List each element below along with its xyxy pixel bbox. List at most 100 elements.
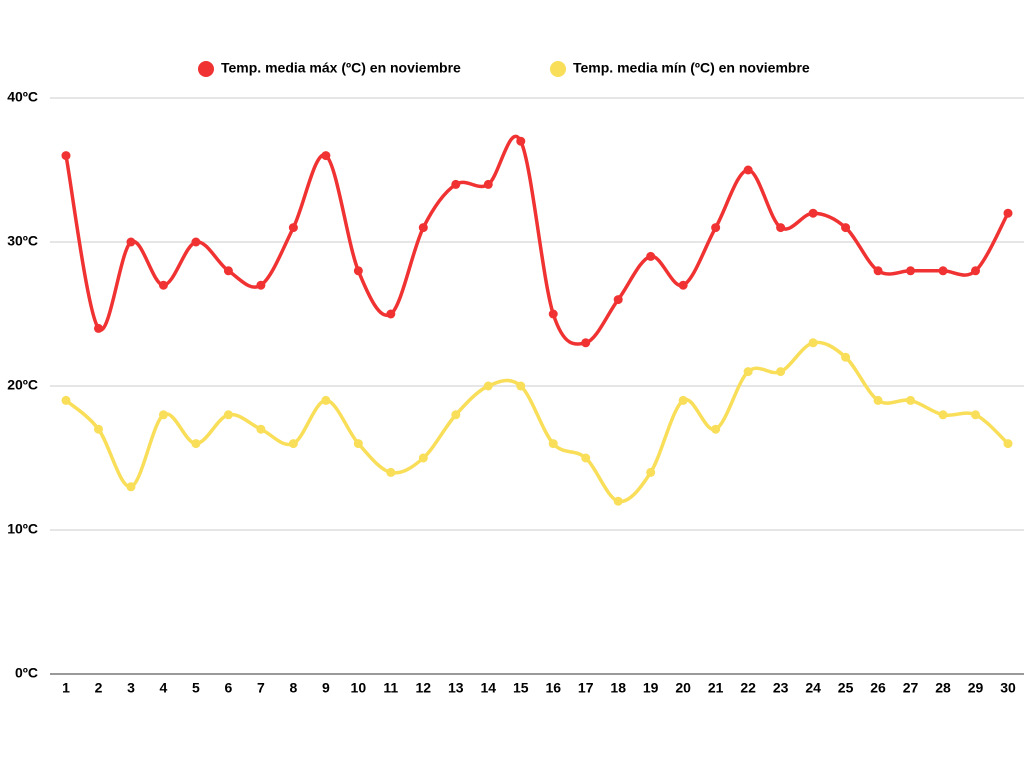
data-point — [613, 496, 623, 506]
x-tick-label: 21 — [708, 680, 724, 696]
data-point — [321, 395, 331, 405]
data-point — [971, 266, 981, 276]
data-point — [93, 424, 103, 434]
data-point — [451, 410, 461, 420]
data-point — [418, 223, 428, 233]
data-point — [711, 223, 721, 233]
data-point — [321, 151, 331, 161]
data-point — [873, 266, 883, 276]
data-point — [223, 266, 233, 276]
legend-marker — [198, 61, 214, 77]
data-point — [386, 467, 396, 477]
data-point — [873, 395, 883, 405]
data-point — [61, 395, 71, 405]
data-point — [938, 410, 948, 420]
data-point — [646, 251, 656, 261]
x-tick-label: 4 — [160, 680, 168, 696]
x-tick-label: 15 — [513, 680, 529, 696]
x-tick-label: 12 — [416, 680, 432, 696]
x-tick-label: 28 — [935, 680, 951, 696]
legend-label: Temp. media mín (ºC) en noviembre — [573, 60, 810, 76]
data-point — [808, 338, 818, 348]
y-tick-label: 0ºC — [15, 665, 38, 681]
data-point — [191, 237, 201, 247]
legend-label: Temp. media máx (ºC) en noviembre — [221, 60, 461, 76]
x-tick-label: 11 — [383, 680, 398, 696]
data-point — [548, 439, 558, 449]
legend-marker — [550, 61, 566, 77]
data-point — [516, 381, 526, 391]
x-tick-label: 27 — [903, 680, 919, 696]
x-tick-label: 8 — [289, 680, 297, 696]
data-point — [906, 266, 916, 276]
data-point — [256, 424, 266, 434]
data-point — [256, 280, 266, 290]
data-point — [483, 179, 493, 189]
data-point — [418, 453, 428, 463]
data-point — [776, 223, 786, 233]
data-point — [841, 223, 851, 233]
series-line — [64, 134, 1010, 346]
data-point — [353, 439, 363, 449]
data-point — [776, 367, 786, 377]
x-tick-label: 2 — [95, 680, 103, 696]
data-point — [711, 424, 721, 434]
data-point — [646, 467, 656, 477]
data-point — [61, 151, 71, 161]
y-tick-label: 10ºC — [7, 521, 38, 537]
y-tick-label: 40ºC — [7, 89, 38, 105]
data-point — [451, 179, 461, 189]
x-tick-label: 3 — [127, 680, 135, 696]
x-tick-label: 23 — [773, 680, 789, 696]
data-point — [191, 439, 201, 449]
data-point — [613, 295, 623, 305]
x-tick-label: 29 — [968, 680, 984, 696]
x-tick-label: 22 — [740, 680, 756, 696]
data-point — [223, 410, 233, 420]
x-tick-label: 26 — [870, 680, 886, 696]
x-tick-label: 13 — [448, 680, 464, 696]
x-tick-label: 24 — [805, 680, 821, 696]
x-tick-label: 19 — [643, 680, 659, 696]
data-point — [126, 482, 136, 492]
x-tick-label: 6 — [225, 680, 233, 696]
data-point — [1003, 439, 1013, 449]
data-point — [386, 309, 396, 319]
data-point — [516, 136, 526, 146]
data-point — [1003, 208, 1013, 218]
data-point — [743, 165, 753, 175]
x-tick-label: 14 — [480, 680, 496, 696]
y-tick-label: 30ºC — [7, 233, 38, 249]
data-point — [938, 266, 948, 276]
data-point — [678, 280, 688, 290]
data-point — [158, 280, 168, 290]
series-line — [64, 340, 1010, 504]
x-tick-label: 17 — [578, 680, 594, 696]
data-point — [808, 208, 818, 218]
x-tick-label: 9 — [322, 680, 330, 696]
x-tick-label: 18 — [610, 680, 626, 696]
data-point — [158, 410, 168, 420]
data-point — [288, 223, 298, 233]
data-point — [971, 410, 981, 420]
y-tick-label: 20ºC — [7, 377, 38, 393]
data-point — [288, 439, 298, 449]
data-point — [581, 453, 591, 463]
x-tick-label: 10 — [351, 680, 367, 696]
x-tick-label: 20 — [675, 680, 691, 696]
data-point — [93, 323, 103, 333]
x-tick-label: 5 — [192, 680, 200, 696]
data-point — [581, 338, 591, 348]
data-point — [743, 367, 753, 377]
data-point — [483, 381, 493, 391]
x-tick-label: 16 — [545, 680, 561, 696]
data-point — [906, 395, 916, 405]
data-point — [126, 237, 136, 247]
x-tick-label: 25 — [838, 680, 854, 696]
data-point — [841, 352, 851, 362]
x-tick-label: 1 — [62, 680, 70, 696]
x-tick-label: 30 — [1000, 680, 1016, 696]
data-point — [353, 266, 363, 276]
x-tick-label: 7 — [257, 680, 265, 696]
